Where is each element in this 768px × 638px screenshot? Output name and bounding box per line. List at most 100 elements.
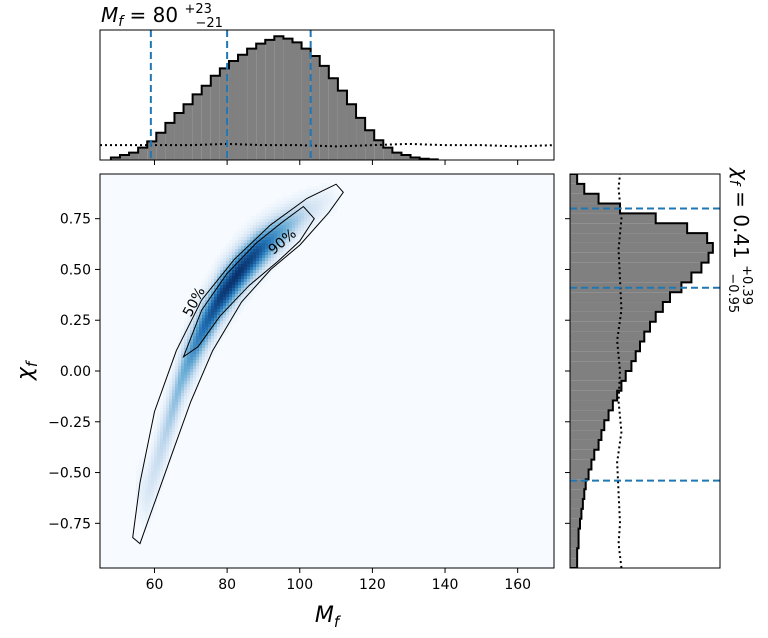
density-cell [190, 381, 193, 384]
density-cell [211, 333, 214, 336]
density-cell [181, 396, 184, 399]
density-cell [241, 246, 244, 249]
density-cell [274, 210, 277, 213]
density-cell [313, 213, 316, 216]
density-cell [178, 345, 181, 348]
density-cell [313, 192, 316, 195]
density-cell [190, 315, 193, 318]
density-cell [190, 369, 193, 372]
density-cell [328, 207, 331, 210]
density-cell [259, 225, 262, 228]
density-cell [220, 336, 223, 339]
density-cell [301, 219, 304, 222]
density-cell [250, 225, 253, 228]
density-cell [166, 438, 169, 441]
density-cell [181, 414, 184, 417]
density-cell [286, 201, 289, 204]
density-cell [229, 318, 232, 321]
density-cell [292, 213, 295, 216]
density-cell [259, 270, 262, 273]
density-cell [229, 282, 232, 285]
density-cell [148, 447, 151, 450]
density-cell [226, 243, 229, 246]
density-cell [166, 405, 169, 408]
density-cell [322, 198, 325, 201]
density-cell [214, 297, 217, 300]
density-cell [238, 282, 241, 285]
density-cell [184, 387, 187, 390]
density-cell [175, 378, 178, 381]
density-cell [271, 261, 274, 264]
density-cell [166, 402, 169, 405]
density-cell [286, 252, 289, 255]
density-cell [175, 366, 178, 369]
density-cell [199, 288, 202, 291]
density-cell [145, 492, 148, 495]
density-cell [142, 498, 145, 501]
density-cell [199, 324, 202, 327]
density-cell [154, 450, 157, 453]
density-cell [304, 234, 307, 237]
density-cell [337, 195, 340, 198]
density-cell [169, 405, 172, 408]
density-cell [142, 516, 145, 519]
density-cell [271, 213, 274, 216]
density-cell [181, 408, 184, 411]
density-cell [241, 276, 244, 279]
density-cell [187, 357, 190, 360]
density-cell [223, 318, 226, 321]
density-cell [232, 252, 235, 255]
density-cell [262, 267, 265, 270]
density-cell [238, 279, 241, 282]
density-cell [286, 213, 289, 216]
density-cell [250, 234, 253, 237]
density-cell [277, 234, 280, 237]
density-cell [223, 324, 226, 327]
density-cell [169, 393, 172, 396]
density-cell [163, 459, 166, 462]
density-cell [163, 414, 166, 417]
density-cell [181, 339, 184, 342]
density-cell [238, 276, 241, 279]
density-cell [256, 258, 259, 261]
density-cell [295, 216, 298, 219]
density-cell [145, 477, 148, 480]
density-cell [226, 258, 229, 261]
density-cell [214, 324, 217, 327]
density-cell [160, 438, 163, 441]
density-cell [292, 237, 295, 240]
density-cell [217, 291, 220, 294]
density-cell [262, 219, 265, 222]
density-cell [250, 264, 253, 267]
density-cell [268, 246, 271, 249]
density-cell [220, 261, 223, 264]
density-cell [232, 264, 235, 267]
density-cell [157, 435, 160, 438]
density-cell [232, 279, 235, 282]
density-cell [166, 399, 169, 402]
density-cell [262, 282, 265, 285]
density-cell [169, 429, 172, 432]
density-cell [268, 261, 271, 264]
top-bar [210, 75, 220, 160]
density-cell [274, 219, 277, 222]
density-cell [289, 222, 292, 225]
top-prior-line [100, 142, 554, 148]
right-bar [570, 400, 613, 411]
x-tick-label: 120 [359, 577, 386, 593]
density-cell [220, 282, 223, 285]
density-cell [163, 447, 166, 450]
density-cell [205, 336, 208, 339]
density-cell [211, 348, 214, 351]
density-cell [145, 516, 148, 519]
density-cell [232, 291, 235, 294]
density-cell [136, 471, 139, 474]
density-cell [187, 360, 190, 363]
density-cell [169, 420, 172, 423]
density-cell [244, 264, 247, 267]
density-cell [256, 252, 259, 255]
density-cell [331, 201, 334, 204]
density-cell [250, 288, 253, 291]
right-title: χf = 0.41 +0.39 −0.95 [725, 167, 762, 313]
density-cell [208, 303, 211, 306]
